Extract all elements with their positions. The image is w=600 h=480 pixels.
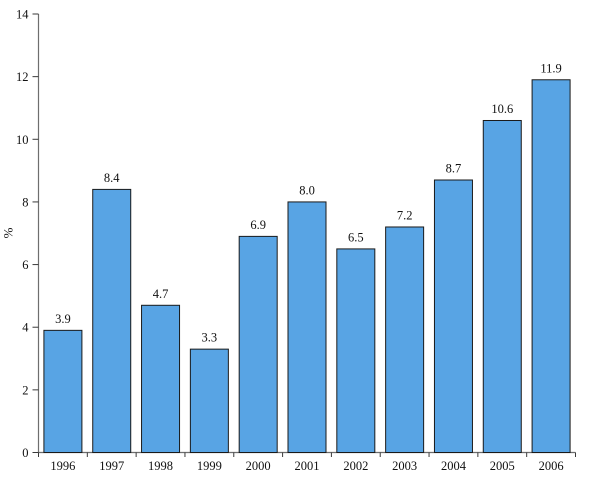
y-axis-label: %	[0, 227, 16, 239]
bar-2002	[336, 248, 376, 453]
x-tick-label: 1998	[148, 459, 173, 473]
bar-2003	[385, 226, 425, 453]
bar-value-label: 3.3	[202, 331, 218, 345]
bar-value-label: 6.9	[250, 218, 266, 232]
y-tick-label: 4	[22, 321, 29, 335]
y-tick-label: 14	[16, 8, 29, 22]
bar-1999	[189, 348, 229, 453]
x-tick-label: 1996	[50, 459, 75, 473]
bar-1998	[141, 304, 181, 453]
bar-2005	[482, 119, 522, 453]
x-tick-label: 2002	[343, 459, 368, 473]
x-tick-label: 2004	[441, 459, 467, 473]
bar-2006	[531, 79, 571, 454]
y-tick-label: 0	[22, 446, 28, 460]
x-tick-label: 2006	[539, 459, 564, 473]
bar-2000	[238, 235, 278, 453]
bar-2001	[287, 201, 327, 453]
x-tick-label: 2001	[295, 459, 320, 473]
bar-value-label: 8.4	[104, 171, 120, 185]
bar-value-label: 11.9	[540, 61, 561, 75]
bar-value-label: 3.9	[55, 312, 71, 326]
x-tick-label: 1999	[197, 459, 222, 473]
x-tick-label: 2000	[246, 459, 271, 473]
y-tick-label: 6	[22, 258, 28, 272]
bar-1997	[92, 188, 132, 453]
x-tick-label: 2005	[490, 459, 515, 473]
bar-1996	[43, 329, 83, 454]
bar-2004	[433, 179, 473, 453]
bar-value-label: 4.7	[153, 287, 169, 301]
x-tick-label: 1997	[99, 459, 124, 473]
bar-value-label: 8.7	[446, 162, 462, 176]
y-tick-label: 10	[16, 133, 29, 147]
y-tick-label: 12	[16, 70, 29, 84]
bar-value-label: 6.5	[348, 230, 364, 244]
bar-value-label: 7.2	[397, 208, 413, 222]
bar-value-label: 10.6	[491, 102, 513, 116]
bar-value-label: 8.0	[299, 183, 315, 197]
y-tick-label: 2	[22, 383, 28, 397]
y-tick-label: 8	[22, 195, 28, 209]
x-tick-label: 2003	[392, 459, 417, 473]
